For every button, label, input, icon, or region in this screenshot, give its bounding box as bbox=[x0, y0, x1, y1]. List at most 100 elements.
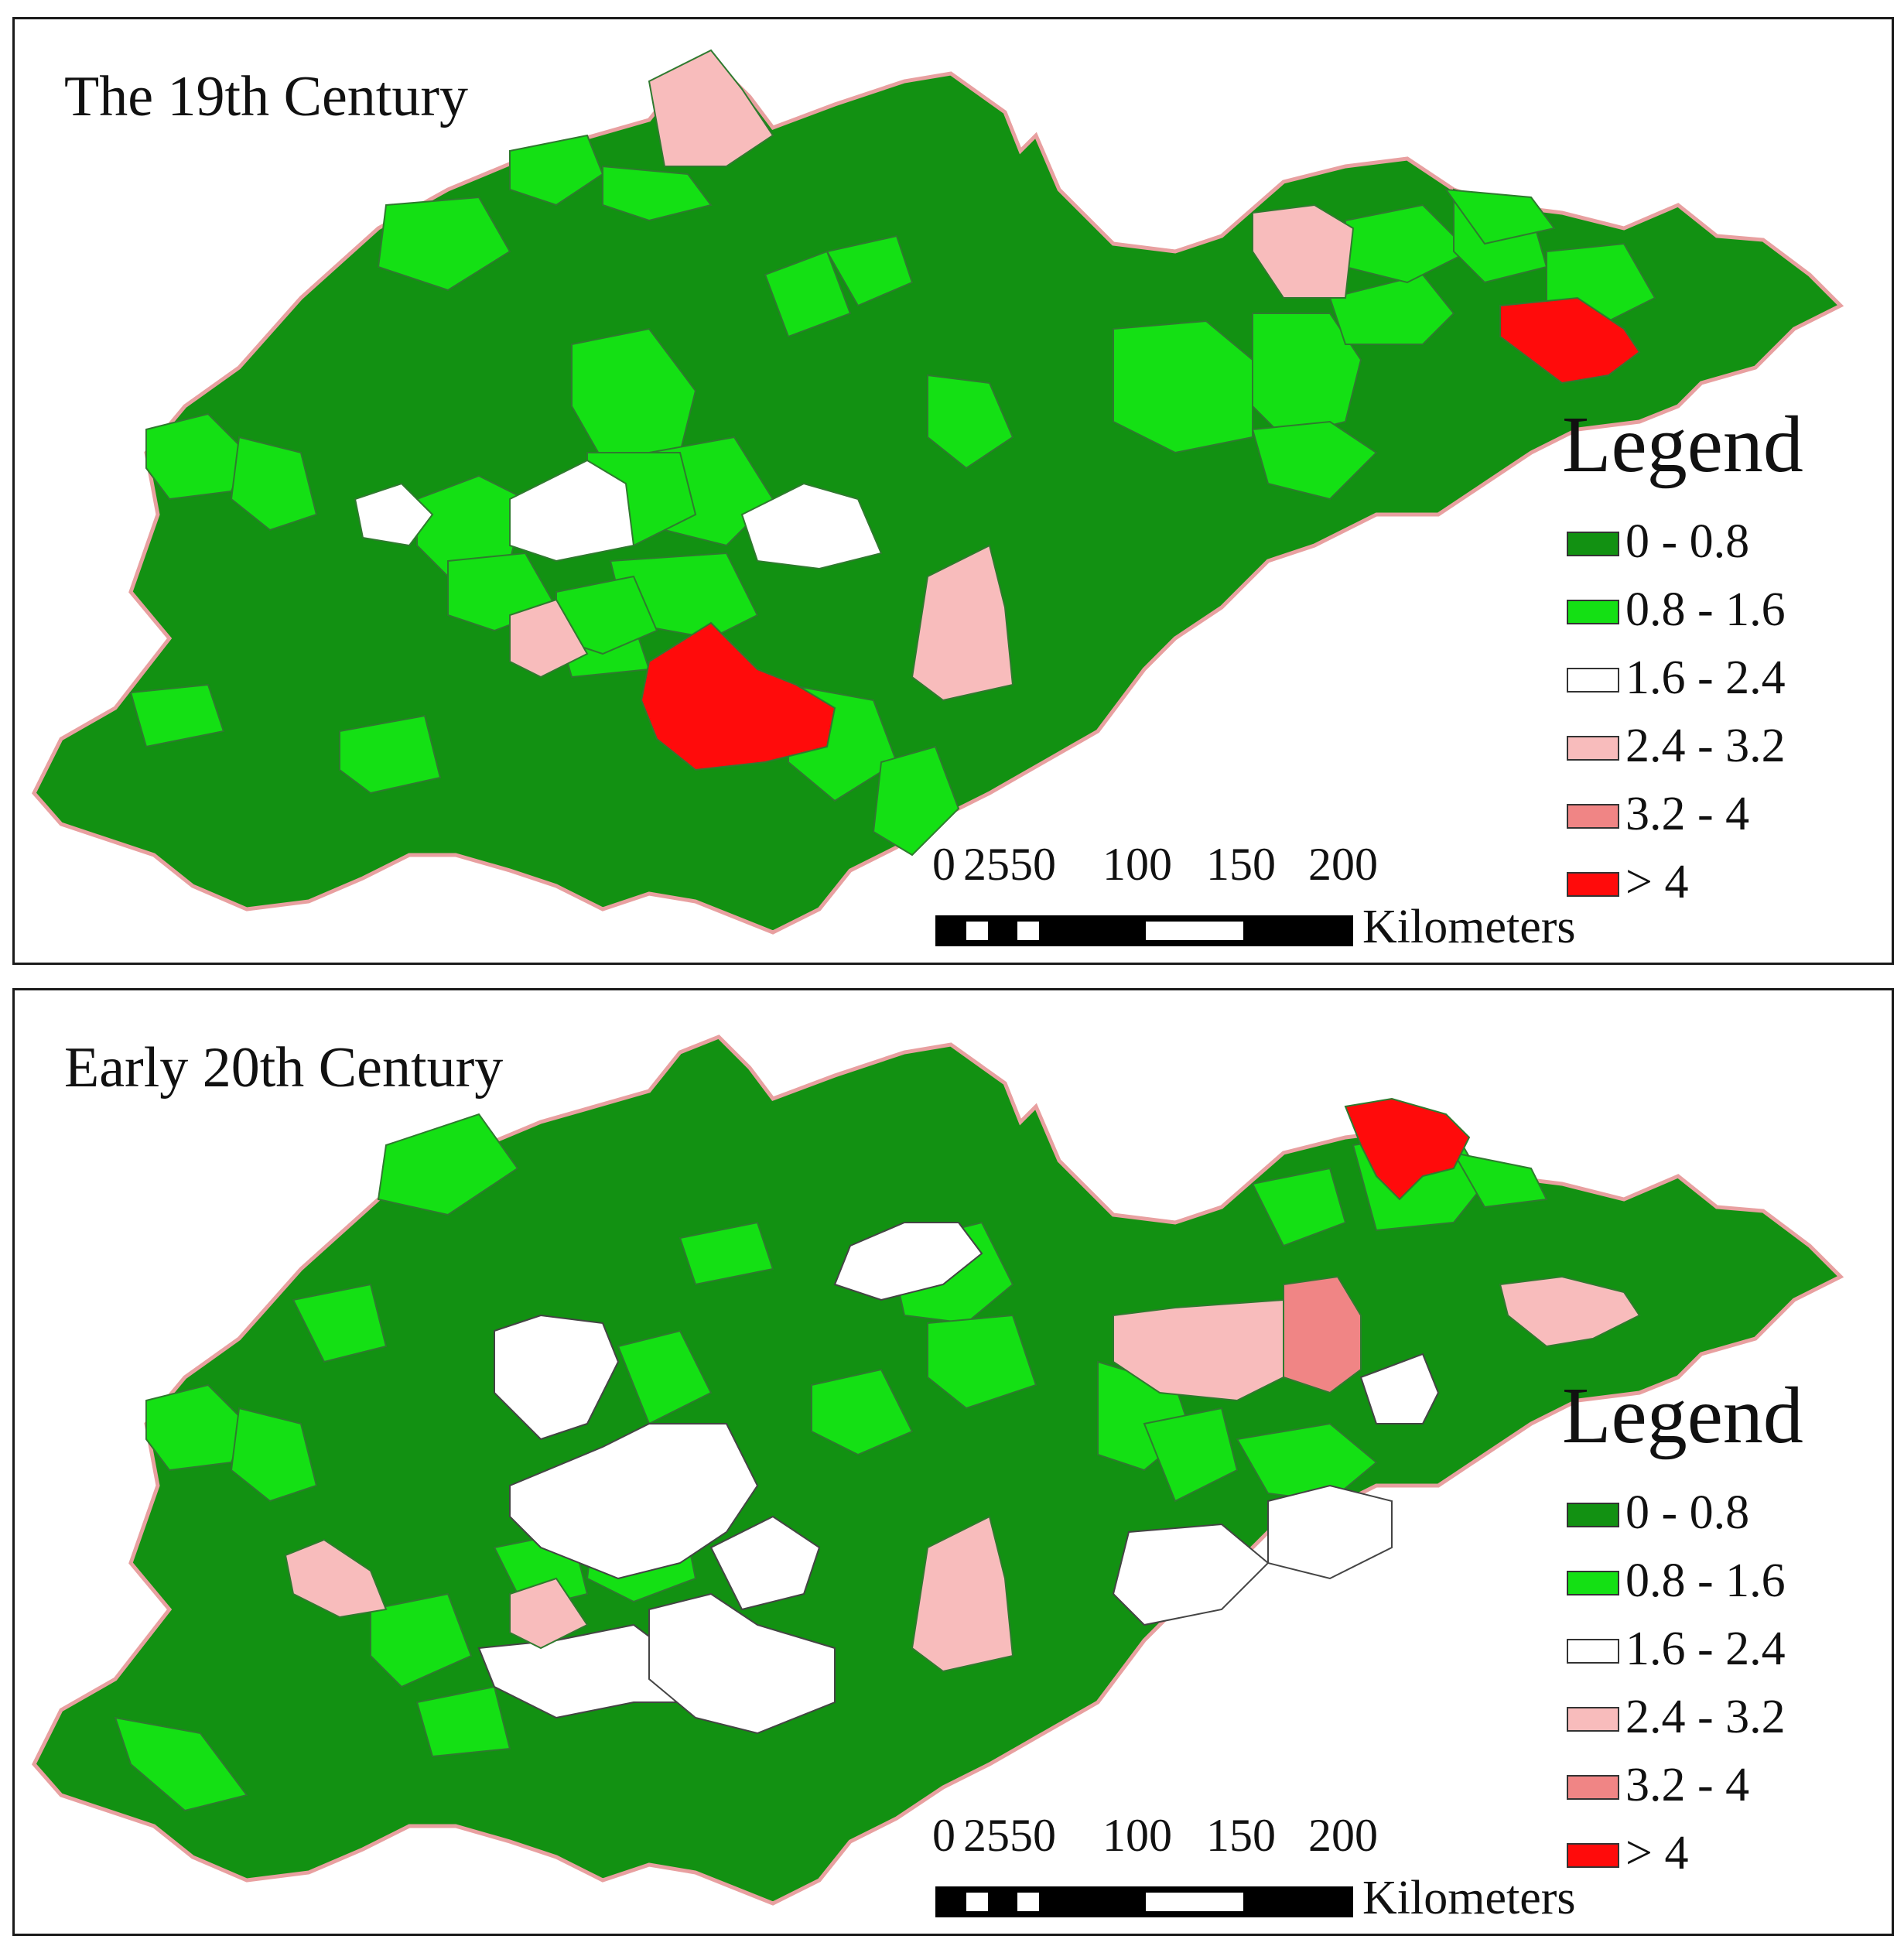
scale-segment bbox=[966, 922, 988, 940]
legend-title: Legend bbox=[1562, 400, 1803, 489]
scale-tick-label: 25 bbox=[963, 1810, 1010, 1861]
legend-swatch-0 bbox=[1567, 1503, 1619, 1527]
scale-tick-label: 150 bbox=[1206, 1810, 1276, 1861]
legend-label: > 4 bbox=[1625, 856, 1689, 908]
legend-label: 2.4 - 3.2 bbox=[1625, 720, 1786, 772]
map-panel-early-20th-century: Early 20th Century Legend 0 - 0.8 0.8 - … bbox=[12, 988, 1894, 1936]
legend-label: 3.2 - 4 bbox=[1625, 1759, 1750, 1811]
scale-tick-label: 0 bbox=[932, 839, 955, 890]
district bbox=[354, 482, 434, 547]
legend-label: 2.4 - 3.2 bbox=[1625, 1691, 1786, 1743]
scale-segment bbox=[1146, 1893, 1243, 1911]
legend-label: 1.6 - 2.4 bbox=[1625, 652, 1786, 704]
district bbox=[377, 1113, 519, 1216]
district bbox=[640, 621, 836, 771]
district bbox=[1113, 320, 1253, 454]
legend-title: Legend bbox=[1562, 1371, 1803, 1460]
legend-swatch-2 bbox=[1567, 1639, 1619, 1664]
district bbox=[114, 1716, 248, 1812]
legend-swatch-4 bbox=[1567, 804, 1619, 829]
district bbox=[377, 196, 511, 292]
scale-tick-label: 100 bbox=[1102, 1810, 1172, 1861]
district bbox=[230, 1407, 318, 1503]
district bbox=[602, 165, 713, 222]
district bbox=[740, 482, 883, 570]
district bbox=[679, 1221, 774, 1286]
districts-salmon bbox=[1283, 1275, 1362, 1394]
district bbox=[292, 1283, 388, 1363]
legend-swatch-4 bbox=[1567, 1775, 1619, 1800]
district bbox=[764, 250, 852, 338]
scale-tick-label: 150 bbox=[1206, 839, 1276, 890]
district bbox=[415, 1685, 511, 1758]
district bbox=[1359, 1353, 1440, 1424]
scale-unit: Kilometers bbox=[1362, 901, 1576, 953]
district bbox=[129, 683, 225, 748]
legend-swatch-1 bbox=[1567, 600, 1619, 624]
district bbox=[509, 1423, 759, 1580]
district bbox=[509, 1577, 589, 1650]
legend-swatch-3 bbox=[1567, 736, 1619, 761]
legend-label: 1.6 - 2.4 bbox=[1625, 1623, 1786, 1675]
district bbox=[509, 598, 589, 679]
district bbox=[145, 412, 248, 501]
district bbox=[370, 1592, 473, 1688]
map-panel-19th-century: The 19th Century Legend 0 - 0.8 0.8 - 1.… bbox=[12, 17, 1894, 965]
district bbox=[1499, 296, 1641, 385]
district bbox=[145, 1383, 248, 1472]
district bbox=[1499, 1275, 1641, 1348]
district bbox=[230, 436, 318, 532]
outer-boundary bbox=[32, 1035, 1844, 1906]
district bbox=[1452, 1151, 1548, 1209]
districts-pink bbox=[284, 1275, 1641, 1673]
legend-label: 0 - 0.8 bbox=[1625, 1486, 1750, 1539]
district bbox=[811, 1368, 914, 1456]
scale-segment bbox=[1146, 922, 1243, 940]
panel-title: The 19th Century bbox=[64, 65, 469, 128]
legend-swatch-1 bbox=[1567, 1571, 1619, 1595]
legend-swatch-0 bbox=[1567, 532, 1619, 556]
scale-tick-label: 0 bbox=[932, 1810, 955, 1861]
district bbox=[1344, 1097, 1471, 1201]
district bbox=[1444, 188, 1556, 245]
district bbox=[509, 459, 635, 563]
district bbox=[1113, 1298, 1284, 1402]
district bbox=[1252, 203, 1355, 299]
district bbox=[617, 1329, 713, 1425]
legend-label: > 4 bbox=[1625, 1827, 1689, 1879]
district bbox=[911, 1515, 1014, 1673]
district bbox=[1236, 1422, 1378, 1503]
district bbox=[709, 1515, 821, 1611]
district bbox=[911, 544, 1014, 702]
district bbox=[1251, 1167, 1347, 1247]
district bbox=[1252, 313, 1362, 439]
scale-segment bbox=[1017, 922, 1039, 940]
province-map-early-20th-century bbox=[32, 1035, 1844, 1906]
districts-white bbox=[477, 1222, 1440, 1735]
district bbox=[284, 1538, 388, 1619]
scale-tick-label: 100 bbox=[1102, 839, 1172, 890]
district bbox=[1112, 1523, 1270, 1626]
legend-swatch-2 bbox=[1567, 668, 1619, 693]
province-map-19th-century bbox=[32, 49, 1844, 935]
district bbox=[1283, 1275, 1362, 1394]
legend-swatch-5 bbox=[1567, 872, 1619, 897]
legend-label: 0.8 - 1.6 bbox=[1625, 1554, 1786, 1607]
scale-segment bbox=[1017, 1893, 1039, 1911]
district bbox=[339, 714, 442, 795]
legend-label: 0.8 - 1.6 bbox=[1625, 583, 1786, 636]
scale-tick-label: 50 bbox=[1010, 839, 1056, 890]
district bbox=[648, 49, 774, 167]
scale-tick-label: 50 bbox=[1010, 1810, 1056, 1861]
panel-title: Early 20th Century bbox=[64, 1036, 504, 1100]
districts-light-green bbox=[129, 134, 1656, 857]
districts-white bbox=[354, 459, 883, 570]
scale-tick-label: 200 bbox=[1308, 839, 1378, 890]
scale-tick-label: 25 bbox=[963, 839, 1010, 890]
districts-pink bbox=[509, 49, 1355, 702]
district bbox=[1143, 1407, 1239, 1503]
district bbox=[648, 1592, 836, 1735]
district bbox=[509, 134, 604, 207]
district bbox=[927, 1314, 1037, 1410]
district bbox=[1267, 1484, 1393, 1580]
